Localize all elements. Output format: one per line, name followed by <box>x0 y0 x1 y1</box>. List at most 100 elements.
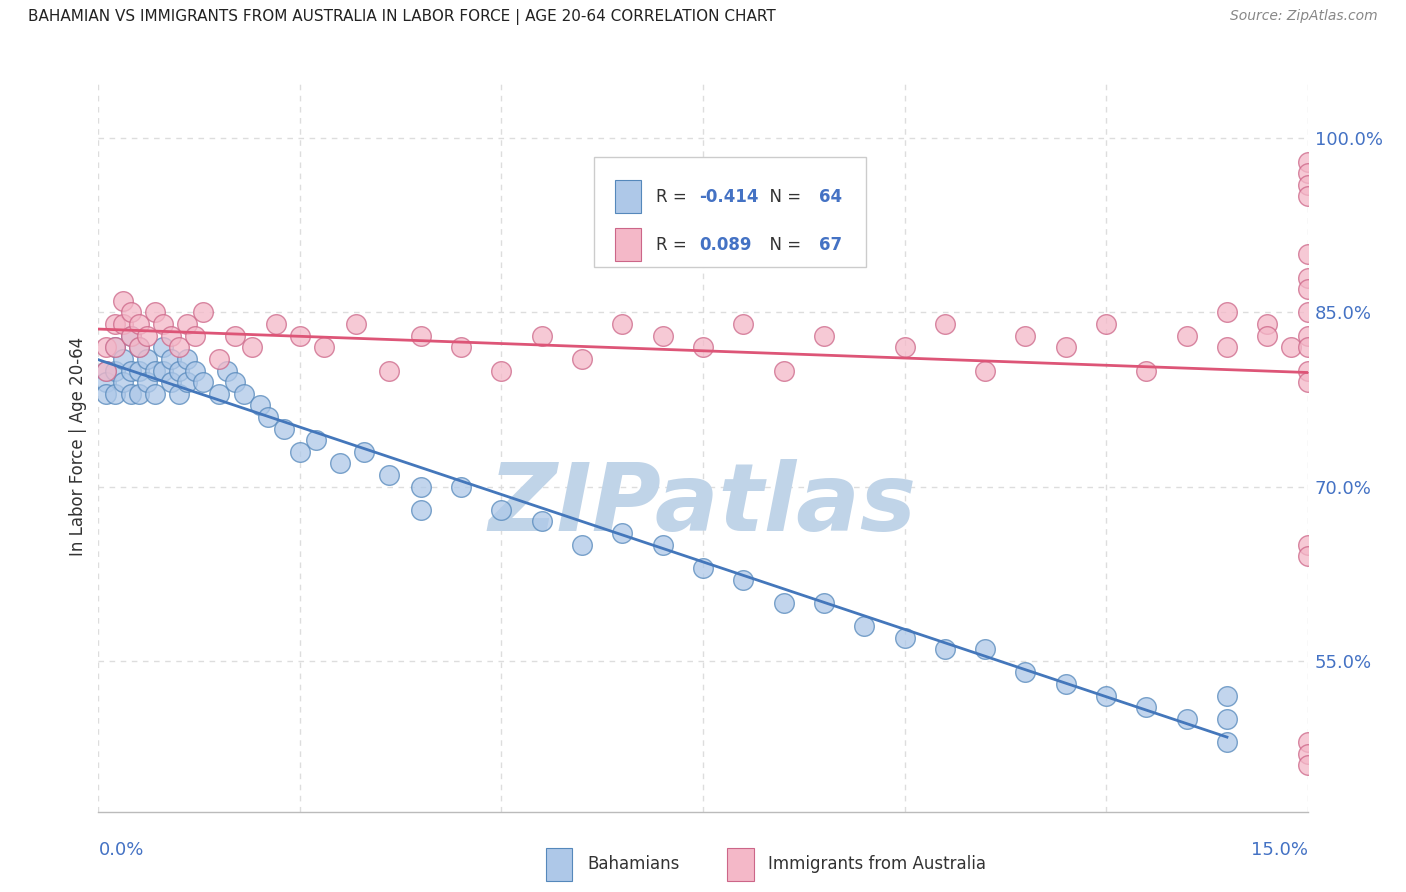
Point <box>1296 538 1319 552</box>
Point <box>176 317 198 331</box>
Point <box>853 619 876 633</box>
Point <box>135 375 157 389</box>
Point <box>772 596 794 610</box>
Point <box>120 305 142 319</box>
Point <box>128 386 150 401</box>
Point <box>934 642 956 657</box>
Point <box>409 328 432 343</box>
Point <box>224 375 246 389</box>
Point <box>96 386 118 401</box>
Point <box>96 363 118 377</box>
Point <box>103 386 125 401</box>
Point <box>1014 665 1036 680</box>
Point <box>813 596 835 610</box>
Point <box>651 328 673 343</box>
Point <box>167 340 190 354</box>
Point <box>160 351 183 366</box>
Point <box>813 328 835 343</box>
Text: Immigrants from Australia: Immigrants from Australia <box>768 855 986 873</box>
Point <box>120 328 142 343</box>
Point <box>128 363 150 377</box>
Point <box>1054 340 1077 354</box>
Point <box>1256 328 1278 343</box>
Point <box>1054 677 1077 691</box>
Point <box>530 515 553 529</box>
Point <box>135 328 157 343</box>
Point <box>1296 282 1319 296</box>
Point <box>264 317 287 331</box>
Point <box>152 317 174 331</box>
Point <box>772 363 794 377</box>
Point <box>974 363 997 377</box>
Point <box>143 305 166 319</box>
Point <box>1296 758 1319 772</box>
Text: 67: 67 <box>820 235 842 253</box>
Point <box>1095 689 1118 703</box>
Point <box>208 386 231 401</box>
Y-axis label: In Labor Force | Age 20-64: In Labor Force | Age 20-64 <box>69 336 87 556</box>
Point <box>176 351 198 366</box>
Point <box>1296 270 1319 285</box>
Point <box>193 375 215 389</box>
Point <box>1216 340 1239 354</box>
Point <box>1175 328 1198 343</box>
Point <box>1216 735 1239 749</box>
Point <box>934 317 956 331</box>
Point <box>1296 189 1319 203</box>
Point <box>217 363 239 377</box>
Point <box>1216 689 1239 703</box>
Point <box>120 386 142 401</box>
Point <box>128 340 150 354</box>
Point <box>1296 328 1319 343</box>
Point <box>128 340 150 354</box>
Point <box>974 642 997 657</box>
Point <box>249 398 271 412</box>
Point <box>1296 305 1319 319</box>
Point <box>571 351 593 366</box>
Point <box>143 363 166 377</box>
Point <box>305 433 328 447</box>
Point <box>377 468 399 483</box>
Point <box>111 317 134 331</box>
Point <box>612 526 634 541</box>
Point <box>120 363 142 377</box>
Point <box>1135 700 1157 714</box>
Point <box>1296 735 1319 749</box>
Point <box>651 538 673 552</box>
Point <box>612 317 634 331</box>
FancyBboxPatch shape <box>614 228 641 261</box>
Point <box>96 363 118 377</box>
Point <box>450 480 472 494</box>
Point <box>1216 305 1239 319</box>
Point <box>314 340 336 354</box>
Point <box>1014 328 1036 343</box>
Point <box>1175 712 1198 726</box>
Point <box>1296 747 1319 761</box>
Point <box>1296 166 1319 180</box>
Point <box>450 340 472 354</box>
Point <box>1281 340 1303 354</box>
Point <box>692 561 714 575</box>
Point <box>1296 549 1319 564</box>
Point <box>160 375 183 389</box>
Point <box>733 573 755 587</box>
Point <box>329 457 352 471</box>
Point <box>353 445 375 459</box>
Point <box>103 340 125 354</box>
Point <box>491 363 513 377</box>
Point <box>530 328 553 343</box>
FancyBboxPatch shape <box>595 157 866 267</box>
Text: 64: 64 <box>820 187 842 205</box>
Point <box>167 363 190 377</box>
Point <box>160 328 183 343</box>
Point <box>288 445 311 459</box>
Text: 15.0%: 15.0% <box>1250 841 1308 859</box>
Point <box>152 340 174 354</box>
Point <box>111 293 134 308</box>
Text: R =: R = <box>655 187 692 205</box>
FancyBboxPatch shape <box>614 180 641 213</box>
Point <box>103 317 125 331</box>
Point <box>1296 375 1319 389</box>
Point <box>152 363 174 377</box>
Point <box>128 317 150 331</box>
